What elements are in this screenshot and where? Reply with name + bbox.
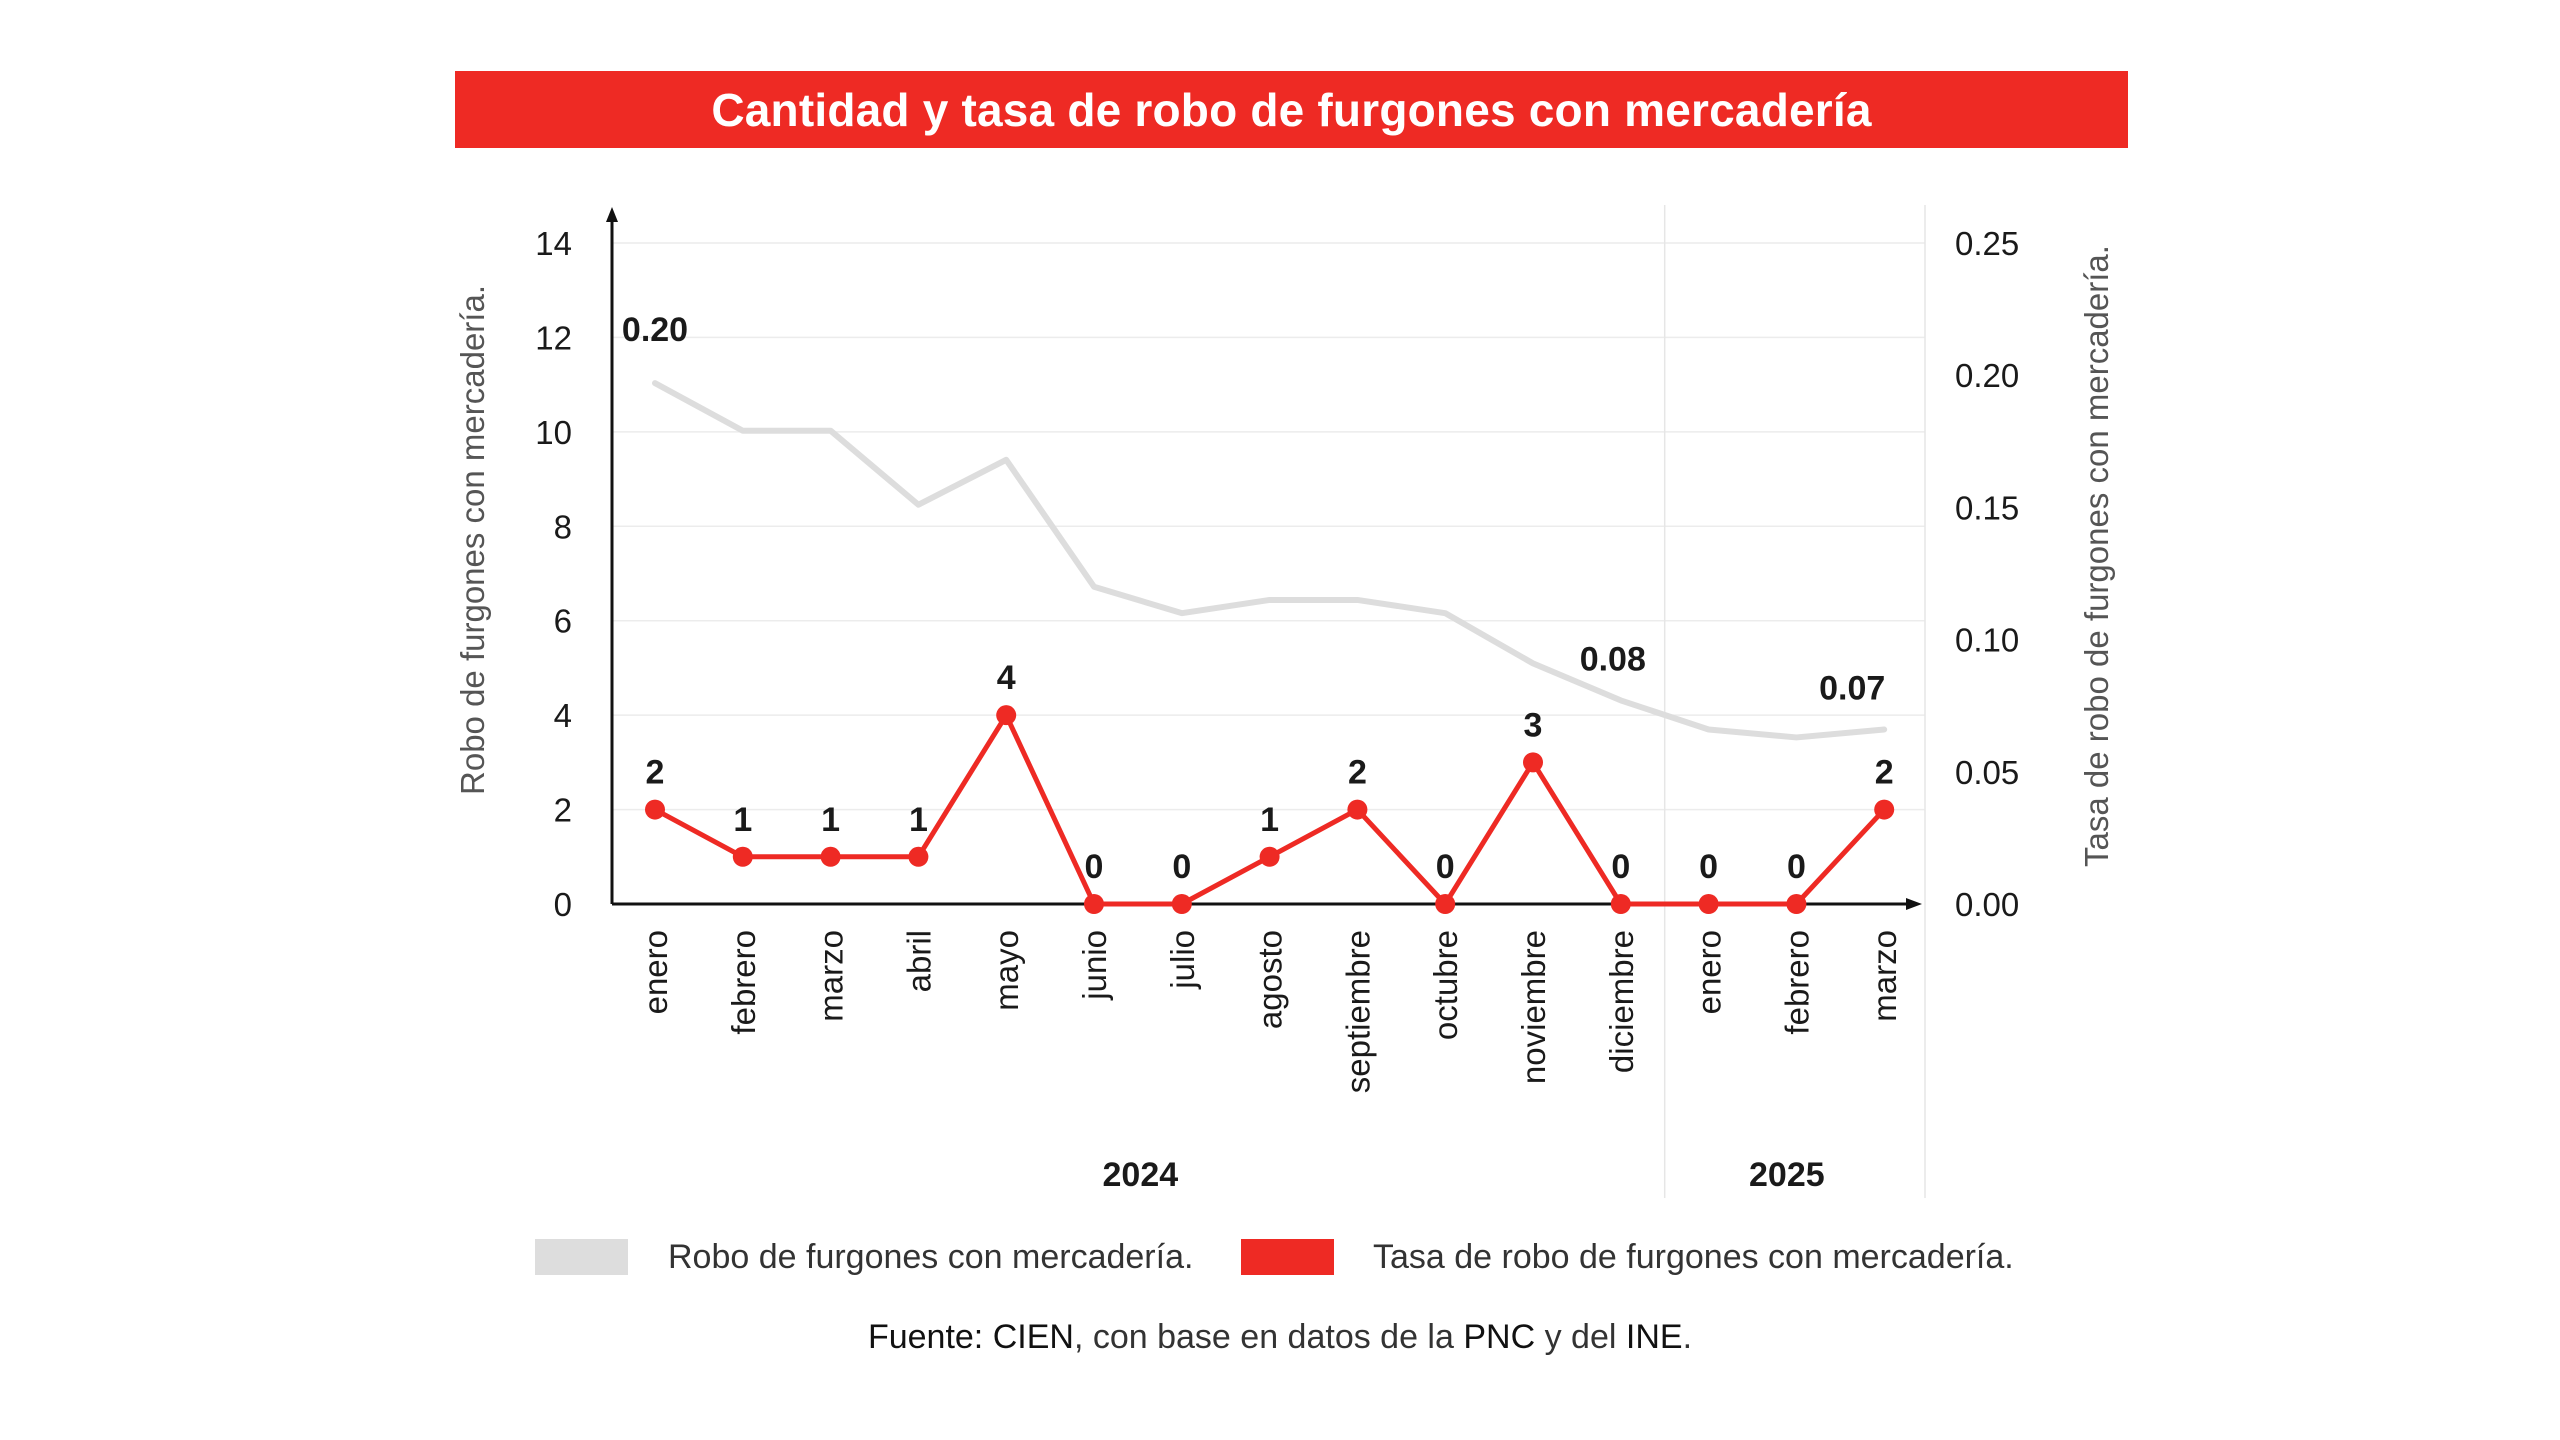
- x-tick-label: julio: [1164, 930, 1201, 990]
- tasa-point: [645, 799, 665, 820]
- tasa-point: [996, 705, 1017, 726]
- source-and: y del: [1544, 1318, 1617, 1356]
- axis-labels: 024681012140.000.050.100.150.200.25Robo …: [454, 225, 2115, 1194]
- tasa-data-label: 2: [1348, 754, 1367, 792]
- chart-title-banner: Cantidad y tasa de robo de furgones con …: [455, 71, 2128, 148]
- x-tick-label: octubre: [1427, 930, 1464, 1040]
- y-tick-label: 8: [554, 508, 572, 545]
- tasa-data-label: 1: [909, 801, 928, 839]
- x-axis-arrow: [1906, 898, 1922, 910]
- tasa-point: [1786, 894, 1807, 914]
- tasa-data-label: 0: [1085, 848, 1104, 886]
- source-middle: , con base en datos de la: [1073, 1318, 1454, 1356]
- tasa-data-label: 0: [1699, 848, 1718, 886]
- x-tick-label: agosto: [1252, 930, 1289, 1029]
- tasa-point: [1347, 799, 1368, 820]
- tasa-data-label: 0: [1436, 848, 1455, 886]
- tasa-point: [1698, 894, 1719, 914]
- robo-data-label: 0.07: [1819, 669, 1885, 707]
- tasa-point: [1874, 799, 1895, 820]
- y2-tick-label: 0.00: [1955, 886, 2019, 923]
- y-tick-label: 6: [554, 603, 572, 640]
- x-tick-label: febrero: [725, 930, 762, 1035]
- year-label: 2024: [1103, 1156, 1179, 1194]
- tasa-data-label: 0: [1611, 848, 1630, 886]
- tasa-data-label: 1: [733, 801, 752, 839]
- x-tick-label: marzo: [1866, 930, 1903, 1022]
- x-tick-label: noviembre: [1515, 930, 1552, 1084]
- source-note: Fuente: CIEN, con base en datos de la PN…: [0, 1318, 2560, 1357]
- x-tick-label: enero: [637, 930, 674, 1014]
- source-pnc: PNC: [1463, 1318, 1536, 1356]
- y-tick-label: 0: [554, 886, 572, 923]
- legend: Robo de furgones con mercadería. Tasa de…: [535, 1234, 2055, 1280]
- y2-axis-title: Tasa de robo de furgones con mercadería.: [2078, 245, 2115, 867]
- robo-data-label: 0.20: [622, 311, 688, 349]
- y2-tick-label: 0.10: [1955, 622, 2019, 659]
- y-axis-title: Robo de furgones con mercadería.: [454, 285, 491, 795]
- tasa-series: 2 1 1 1 4 0 0 1 2 0 3 0 0 0 2: [645, 659, 1895, 914]
- x-tick-label: enero: [1691, 930, 1728, 1014]
- x-tick-label: septiembre: [1339, 930, 1376, 1093]
- tasa-point: [1259, 846, 1280, 867]
- source-org: CIEN: [992, 1318, 1074, 1356]
- tasa-data-label: 0: [1172, 848, 1191, 886]
- tasa-point: [1610, 894, 1631, 914]
- tasa-point: [1171, 894, 1192, 914]
- tasa-point: [1523, 752, 1543, 773]
- tasa-point: [908, 846, 929, 867]
- y2-tick-label: 0.25: [1955, 225, 2019, 262]
- x-tick-label: febrero: [1778, 930, 1815, 1035]
- legend-label-robo: Robo de furgones con mercadería.: [668, 1238, 1194, 1276]
- tasa-point: [820, 846, 841, 867]
- tasa-data-label: 2: [646, 754, 665, 792]
- legend-label-tasa: Tasa de robo de furgones con mercadería.: [1373, 1238, 2014, 1276]
- tasa-data-label: 2: [1875, 754, 1894, 792]
- legend-swatch-tasa: [1241, 1239, 1334, 1275]
- source-end: .: [1682, 1318, 1693, 1356]
- x-tick-label: diciembre: [1603, 930, 1640, 1073]
- source-prefix: Fuente:: [867, 1318, 984, 1356]
- tasa-data-label: 1: [821, 801, 840, 839]
- source-ine: INE: [1625, 1318, 1683, 1356]
- chart-title: Cantidad y tasa de robo de furgones con …: [711, 83, 1872, 136]
- y2-tick-label: 0.20: [1955, 357, 2019, 394]
- robo-data-label: 0.08: [1580, 640, 1646, 678]
- gridlines: [612, 205, 1926, 1198]
- y-tick-label: 4: [554, 697, 572, 734]
- tasa-data-label: 3: [1524, 706, 1543, 744]
- y-tick-label: 12: [535, 319, 572, 356]
- year-label: 2025: [1749, 1156, 1825, 1194]
- y-tick-label: 14: [535, 225, 572, 262]
- robo-series: 0.20 0.08 0.07: [622, 311, 1888, 741]
- x-tick-label: mayo: [988, 930, 1025, 1011]
- y2-tick-label: 0.15: [1955, 489, 2019, 526]
- x-tick-label: marzo: [813, 930, 850, 1022]
- tasa-point: [1084, 894, 1104, 914]
- tasa-data-label: 0: [1787, 848, 1806, 886]
- tasa-point: [1435, 894, 1456, 914]
- robo-line: [652, 380, 1888, 741]
- y2-tick-label: 0.05: [1955, 754, 2019, 791]
- tasa-data-label: 1: [1260, 801, 1279, 839]
- tasa-data-label: 4: [997, 659, 1016, 697]
- y-tick-label: 2: [554, 792, 572, 829]
- y-axis-arrow: [606, 207, 618, 222]
- tasa-point: [732, 846, 753, 867]
- x-tick-label: abril: [900, 930, 937, 992]
- y-tick-label: 10: [535, 414, 572, 451]
- x-tick-label: junio: [1076, 930, 1113, 1001]
- legend-swatch-robo: [535, 1239, 628, 1275]
